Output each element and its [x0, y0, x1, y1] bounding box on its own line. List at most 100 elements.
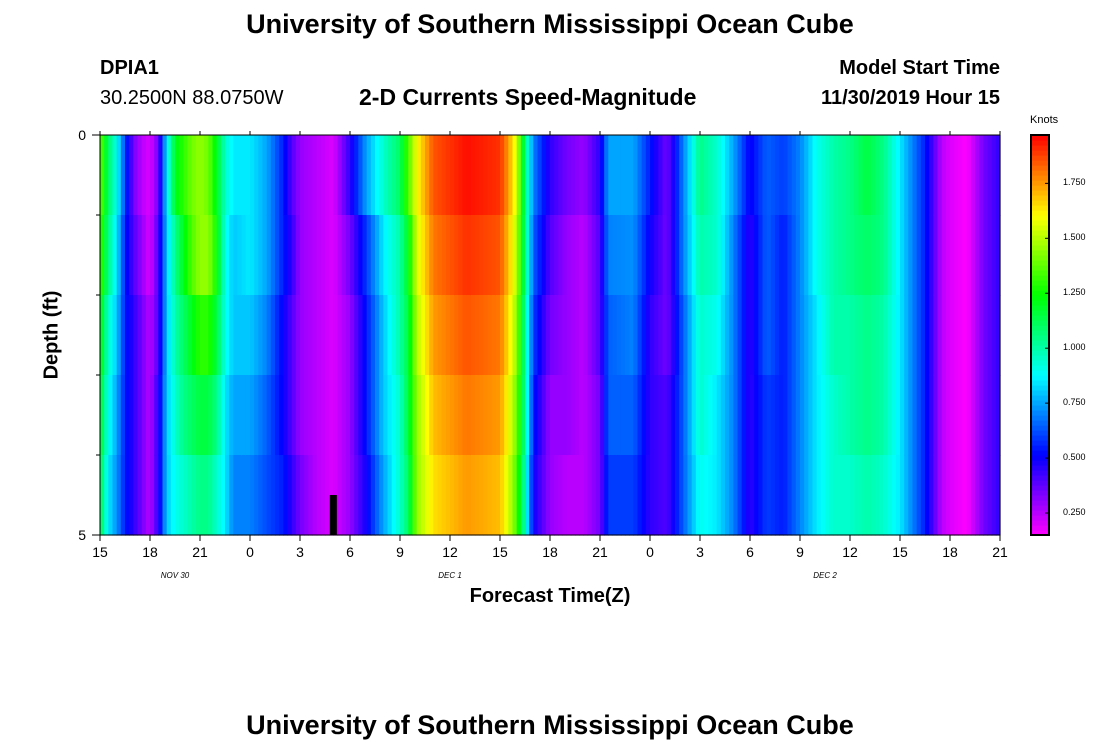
heatmap-cell	[125, 455, 130, 536]
heatmap-cell	[362, 455, 368, 536]
heatmap-cell	[412, 215, 418, 296]
heatmap-cell	[241, 375, 247, 456]
heatmap-cell	[987, 375, 993, 456]
heatmap-cell	[395, 135, 401, 216]
heatmap-cell	[800, 455, 805, 536]
heatmap-cell	[650, 455, 655, 536]
heatmap-cell	[404, 375, 409, 456]
heatmap-cell	[937, 295, 943, 376]
heatmap-cell	[962, 215, 968, 296]
heatmap-cell	[433, 375, 439, 456]
heatmap-cell	[258, 215, 264, 296]
heatmap-cell	[429, 135, 434, 216]
heatmap-cell	[300, 375, 305, 456]
heatmap-cell	[891, 135, 897, 216]
heatmap-cell	[704, 215, 709, 296]
colorbar-segment	[1031, 165, 1049, 171]
heatmap-cell	[416, 135, 422, 216]
heatmap-cell	[675, 455, 680, 536]
heatmap-cell	[183, 135, 189, 216]
heatmap-cell	[575, 215, 580, 296]
heatmap-cell	[670, 455, 676, 536]
heatmap-cell	[283, 295, 289, 376]
heatmap-cell	[983, 375, 989, 456]
heatmap-cell	[700, 215, 705, 296]
heatmap-cell	[412, 455, 418, 536]
heatmap-cell	[491, 135, 497, 216]
heatmap-cell	[450, 295, 455, 376]
heatmap-cell	[612, 375, 618, 456]
heatmap-cell	[112, 375, 118, 456]
heatmap-cell	[333, 375, 339, 456]
heatmap-cell	[233, 375, 239, 456]
heatmap-cell	[658, 375, 664, 456]
heatmap-cell	[795, 215, 801, 296]
heatmap-cell	[712, 375, 718, 456]
heatmap-cell	[183, 455, 189, 536]
heatmap-cell	[187, 215, 193, 296]
heatmap-cell	[695, 455, 701, 536]
heatmap-cell	[366, 295, 372, 376]
heatmap-cell	[462, 135, 468, 216]
heatmap-cell	[729, 455, 734, 536]
heatmap-cell	[941, 215, 947, 296]
heatmap-cell	[737, 455, 743, 536]
heatmap-cell	[533, 455, 539, 536]
heatmap-cell	[633, 375, 639, 456]
heatmap-cell	[250, 215, 255, 296]
heatmap-cell	[850, 375, 855, 456]
heatmap-cell	[870, 455, 876, 536]
heatmap-cell	[741, 455, 747, 536]
heatmap-cell	[916, 375, 922, 456]
heatmap-cell	[958, 375, 964, 456]
heatmap-cell	[712, 455, 718, 536]
heatmap-cell	[579, 135, 584, 216]
heatmap-cell	[691, 455, 697, 536]
heatmap-cell	[220, 215, 226, 296]
heatmap-cell	[375, 375, 380, 456]
heatmap-cell	[325, 135, 330, 216]
heatmap-cell	[933, 135, 939, 216]
heatmap-cell	[808, 295, 814, 376]
heatmap-cell	[266, 135, 272, 216]
heatmap-cell	[795, 135, 801, 216]
heatmap-cell	[625, 455, 630, 536]
heatmap-cell	[275, 375, 280, 456]
heatmap-cell	[279, 455, 284, 536]
heatmap-cell	[800, 375, 805, 456]
heatmap-cell	[641, 215, 647, 296]
heatmap-cell	[216, 215, 222, 296]
heatmap-cell	[595, 215, 601, 296]
heatmap-cell	[791, 375, 797, 456]
heatmap-cell	[679, 215, 684, 296]
x-tick-label: 9	[396, 544, 404, 560]
heatmap-cell	[195, 215, 201, 296]
heatmap-cell	[745, 295, 751, 376]
heatmap-cell	[912, 455, 918, 536]
heatmap-cell	[233, 215, 239, 296]
heatmap-cell	[116, 455, 122, 536]
heatmap-cell	[208, 295, 214, 376]
heatmap-cell	[437, 135, 443, 216]
heatmap-cell	[720, 295, 726, 376]
x-tick-label: 15	[892, 544, 908, 560]
heatmap-cell	[970, 375, 976, 456]
heatmap-cell	[812, 295, 818, 376]
heatmap-cell	[420, 455, 426, 536]
heatmap-cell	[366, 375, 372, 456]
heatmap-cell	[979, 455, 984, 536]
heatmap-cell	[975, 215, 980, 296]
heatmap-cell	[870, 375, 876, 456]
heatmap-cell	[570, 375, 576, 456]
y-tick-top: 0	[78, 127, 86, 143]
heatmap-cell	[550, 215, 555, 296]
heatmap-cell	[133, 455, 139, 536]
heatmap-cell	[983, 455, 989, 536]
heatmap-cell	[662, 375, 668, 456]
colorbar-segment	[1031, 380, 1049, 386]
heatmap-cell	[970, 135, 976, 216]
heatmap-cell	[770, 215, 776, 296]
date-label: NOV 30	[160, 571, 190, 580]
heatmap-cell	[804, 295, 809, 376]
date-label: DEC 1	[438, 571, 462, 580]
